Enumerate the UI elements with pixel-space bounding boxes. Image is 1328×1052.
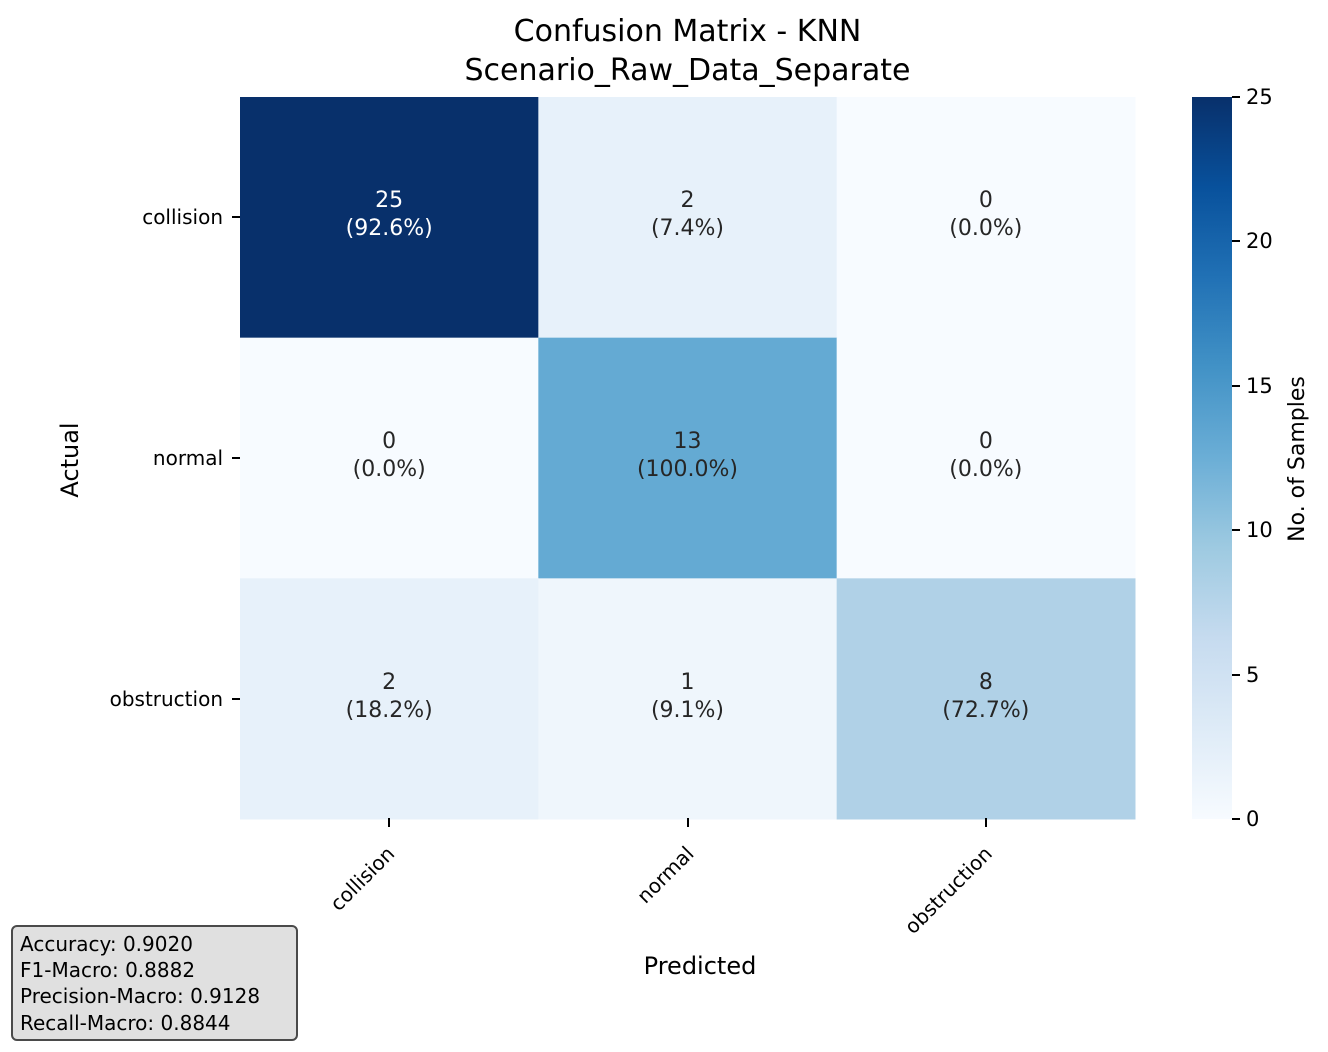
metrics-box: Accuracy: 0.9020 F1-Macro: 0.8882 Precis… <box>11 925 298 1041</box>
heatmap-cell <box>240 97 539 339</box>
cell-percent: (72.7%) <box>942 697 1030 723</box>
y-axis-label: Actual <box>56 422 84 498</box>
accuracy-metric: Accuracy: 0.9020 <box>20 932 193 956</box>
colorbar-tick-mark <box>1232 673 1240 676</box>
colorbar-tick-mark <box>1232 818 1240 820</box>
cell-count: 2 <box>680 188 695 214</box>
cell-percent: (0.0%) <box>949 216 1023 242</box>
y-tick-label: obstruction <box>109 686 223 711</box>
f1-macro-metric: F1-Macro: 0.8882 <box>20 958 196 983</box>
cell-count: 0 <box>382 429 397 454</box>
x-tick-mark <box>388 818 391 827</box>
heatmap-cell <box>240 337 539 579</box>
heatmap-cell <box>538 97 838 339</box>
colorbar-tick-label: 5 <box>1246 662 1260 687</box>
colorbar-tick-label: 10 <box>1246 518 1273 543</box>
cell-percent: (7.4%) <box>650 216 725 242</box>
cell-count: 13 <box>673 429 702 454</box>
y-tick-mark <box>232 697 240 700</box>
x-tick-mark <box>686 818 689 827</box>
cell-label: 1 (9.1%) <box>538 669 836 725</box>
cell-count: 1 <box>680 669 695 695</box>
y-tick-label: normal <box>152 446 223 470</box>
cell-label: 13 (100.0%) <box>538 428 836 484</box>
colorbar <box>1192 97 1232 819</box>
cell-percent: (0.0%) <box>949 457 1023 482</box>
colorbar-tick-label: 0 <box>1246 807 1260 831</box>
colorbar-tick-mark <box>1232 529 1240 532</box>
cell-label: 2 (18.2%) <box>240 669 538 725</box>
cell-count: 2 <box>382 669 397 695</box>
chart-subtitle: Scenario_Raw_Data_Separate <box>464 53 911 88</box>
cell-percent: (18.2%) <box>345 697 433 723</box>
x-tick-mark <box>984 818 987 827</box>
recall-macro-metric: Recall-Macro: 0.8844 <box>20 1010 231 1035</box>
y-tick-label: collision <box>142 205 223 230</box>
cell-count: 0 <box>978 188 993 214</box>
colorbar-label: No. of Samples <box>1285 376 1310 542</box>
cell-count: 0 <box>978 429 993 454</box>
precision-macro-metric: Precision-Macro: 0.9128 <box>20 984 261 1009</box>
y-tick-mark <box>232 216 240 219</box>
colorbar-tick-label: 20 <box>1246 229 1273 254</box>
colorbar-tick-mark <box>1232 384 1240 387</box>
x-axis-label: Predicted <box>643 952 757 980</box>
heatmap-cell <box>836 337 1136 579</box>
colorbar-tick-mark <box>1232 240 1240 243</box>
cell-label: 2 (7.4%) <box>538 187 836 243</box>
heatmap-cell <box>240 578 539 820</box>
cell-count: 8 <box>978 669 993 695</box>
colorbar-tick-label: 25 <box>1246 85 1273 109</box>
cell-percent: (9.1%) <box>650 697 725 723</box>
heatmap-cell <box>538 337 838 579</box>
heatmap-cell <box>836 97 1136 339</box>
cell-count: 25 <box>375 188 404 214</box>
cell-label: 25 (92.6%) <box>240 187 538 243</box>
heatmap-cell <box>538 578 838 820</box>
colorbar-tick-label: 15 <box>1246 373 1273 398</box>
chart-title: Confusion Matrix - KNN <box>513 14 862 49</box>
cell-label: 8 (72.7%) <box>837 669 1135 725</box>
heatmap-cell <box>836 578 1136 820</box>
cell-label: 0 (0.0%) <box>837 187 1135 243</box>
cell-percent: (0.0%) <box>352 457 426 482</box>
cell-percent: (92.6%) <box>345 216 433 242</box>
cell-label: 0 (0.0%) <box>240 428 538 484</box>
cell-label: 0 (0.0%) <box>837 428 1135 484</box>
y-tick-mark <box>232 457 240 459</box>
colorbar-tick-mark <box>1232 96 1240 98</box>
cell-percent: (100.0%) <box>636 457 739 482</box>
